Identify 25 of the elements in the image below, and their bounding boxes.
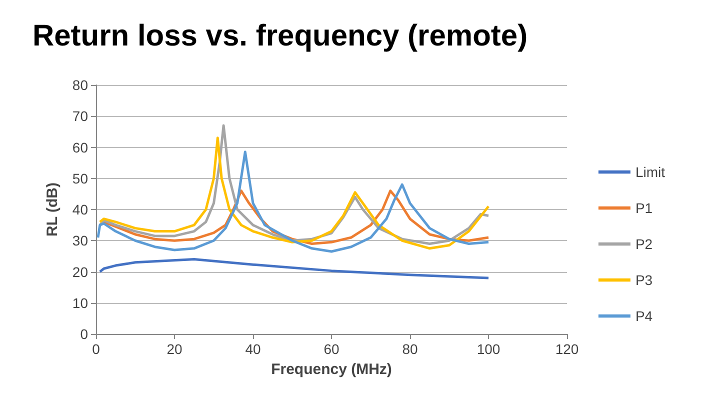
- x-axis-title: Frequency (MHz): [271, 361, 392, 378]
- y-axis-title: RL (dB): [44, 182, 61, 236]
- chart-title: Return loss vs. frequency (remote): [32, 20, 528, 52]
- y-tick-label: 70: [72, 108, 88, 124]
- x-tick-label: 120: [555, 341, 579, 357]
- x-tick-label: 80: [402, 341, 418, 357]
- legend-label: P1: [635, 200, 653, 216]
- y-tick-label: 20: [72, 264, 88, 280]
- x-tick-label: 20: [166, 341, 182, 357]
- y-tick-label: 30: [72, 232, 88, 249]
- legend-label: P4: [635, 308, 653, 324]
- y-tick-label: 10: [72, 294, 88, 311]
- y-tick-label: 80: [72, 77, 88, 93]
- line-series: [98, 258, 490, 280]
- x-tick-label: 0: [92, 341, 100, 357]
- x-tick-label: 60: [324, 341, 340, 357]
- legend-label: P2: [635, 236, 653, 252]
- x-tick-label: 100: [476, 341, 500, 357]
- legend-label: Limit: [635, 164, 666, 180]
- x-tick-label: 40: [245, 341, 261, 357]
- y-tick-label: 0: [80, 326, 88, 342]
- legend-label: P3: [635, 272, 653, 288]
- y-tick-label: 50: [72, 170, 88, 186]
- y-tick-label: 40: [72, 202, 88, 218]
- y-tick-label: 60: [72, 139, 88, 156]
